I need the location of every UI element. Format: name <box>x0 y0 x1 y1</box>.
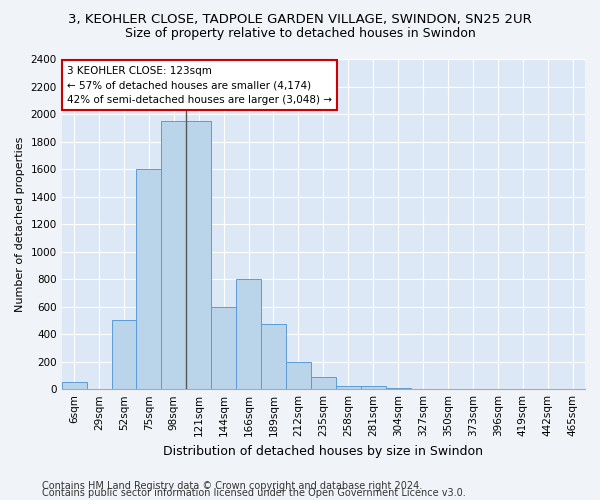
Text: Size of property relative to detached houses in Swindon: Size of property relative to detached ho… <box>125 28 475 40</box>
Bar <box>261 324 286 389</box>
Y-axis label: Number of detached properties: Number of detached properties <box>15 136 25 312</box>
Bar <box>361 386 386 389</box>
Bar <box>186 121 211 389</box>
Bar <box>386 388 410 389</box>
Bar <box>211 306 236 389</box>
Bar <box>161 121 186 389</box>
Bar <box>236 279 261 389</box>
X-axis label: Distribution of detached houses by size in Swindon: Distribution of detached houses by size … <box>163 444 484 458</box>
Bar <box>336 386 361 389</box>
Text: Contains HM Land Registry data © Crown copyright and database right 2024.: Contains HM Land Registry data © Crown c… <box>42 481 422 491</box>
Bar <box>286 362 311 389</box>
Text: 3, KEOHLER CLOSE, TADPOLE GARDEN VILLAGE, SWINDON, SN25 2UR: 3, KEOHLER CLOSE, TADPOLE GARDEN VILLAGE… <box>68 12 532 26</box>
Bar <box>62 382 86 389</box>
Text: Contains public sector information licensed under the Open Government Licence v3: Contains public sector information licen… <box>42 488 466 498</box>
Bar <box>112 320 136 389</box>
Bar <box>136 169 161 389</box>
Bar <box>311 378 336 389</box>
Text: 3 KEOHLER CLOSE: 123sqm
← 57% of detached houses are smaller (4,174)
42% of semi: 3 KEOHLER CLOSE: 123sqm ← 57% of detache… <box>67 66 332 105</box>
